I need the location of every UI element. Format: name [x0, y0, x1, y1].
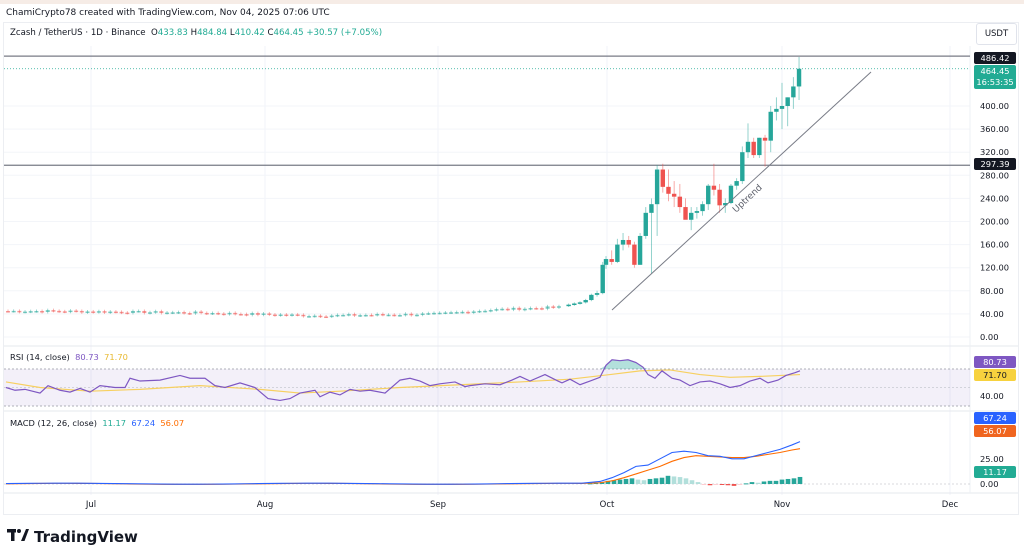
high-value: 484.84 [197, 28, 228, 38]
svg-text:80.00: 80.00 [980, 286, 1004, 296]
time-label-aug: Aug [256, 500, 274, 510]
rsi-ma-tag: 71.70 [974, 369, 1016, 381]
symbol-title[interactable]: Zcash / TetherUS · 1D · Binance [10, 28, 146, 38]
time-label-jul: Jul [85, 500, 97, 510]
change-value: +30.57 (+7.05%) [306, 28, 383, 38]
macd-axis-tick-25: 25.00 [980, 454, 1004, 464]
last-price-tag: 464.45 16:53:35 [974, 65, 1016, 89]
rsi-ma-value: 71.70 [104, 352, 128, 362]
macd-signal-value: 56.07 [160, 418, 185, 428]
open-label: O [151, 28, 158, 38]
support-price-tag: 297.39 [974, 158, 1016, 170]
macd-line-tag: 67.24 [974, 412, 1016, 424]
open-value: 433.83 [157, 28, 188, 38]
rsi-axis-tick: 40.00 [980, 391, 1004, 401]
top-accent-bar [0, 0, 1024, 4]
chart-credit: ChamiCrypto78 created with TradingView.c… [6, 8, 330, 18]
time-label-dec: Dec [941, 500, 959, 510]
low-label: L [229, 28, 235, 38]
chart-frame [3, 22, 1019, 515]
resistance-price-tag: 486.42 [974, 52, 1016, 64]
svg-text:120.00: 120.00 [980, 263, 1009, 273]
last-price: 464.45 [980, 66, 1010, 76]
macd-hist-value: 11.17 [102, 418, 127, 428]
svg-text:280.00: 280.00 [980, 170, 1009, 180]
time-label-sep: Sep [429, 500, 447, 510]
svg-text:160.00: 160.00 [980, 240, 1009, 250]
currency-button[interactable]: USDT [976, 23, 1017, 45]
brand-name: TradingView [34, 528, 138, 546]
low-value: 410.42 [234, 28, 265, 38]
bar-countdown: 16:53:35 [976, 77, 1014, 87]
time-label-oct: Oct [599, 500, 615, 510]
high-label: H [190, 28, 198, 38]
macd-signal-tag: 56.07 [974, 425, 1016, 437]
macd-label[interactable]: MACD (12, 26, close) [10, 418, 98, 428]
macd-hist-tag: 11.17 [974, 466, 1016, 478]
svg-text:320.00: 320.00 [980, 147, 1009, 157]
macd-axis-tick-0: 0.00 [980, 479, 999, 489]
svg-text:360.00: 360.00 [980, 124, 1009, 134]
macd-legend: MACD (12, 26, close) 11.17 67.24 56.07 [10, 418, 184, 428]
svg-text:240.00: 240.00 [980, 193, 1009, 203]
svg-text:200.00: 200.00 [980, 217, 1009, 227]
svg-text:40.00: 40.00 [980, 309, 1004, 319]
close-value: 464.45 [273, 28, 304, 38]
tradingview-logo-icon [7, 528, 29, 546]
rsi-value-tag: 80.73 [974, 356, 1016, 368]
rsi-value: 80.73 [75, 352, 99, 362]
rsi-label[interactable]: RSI (14, close) [10, 352, 70, 362]
close-label: C [267, 28, 274, 38]
macd-line-value: 67.24 [131, 418, 156, 428]
time-label-nov: Nov [773, 500, 791, 510]
svg-text:0.00: 0.00 [980, 332, 998, 342]
rsi-legend: RSI (14, close) 80.73 71.70 [10, 352, 128, 362]
svg-text:400.00: 400.00 [980, 101, 1009, 111]
symbol-legend: Zcash / TetherUS · 1D · Binance O433.83 … [10, 28, 382, 38]
tradingview-brand[interactable]: TradingView [7, 528, 138, 546]
